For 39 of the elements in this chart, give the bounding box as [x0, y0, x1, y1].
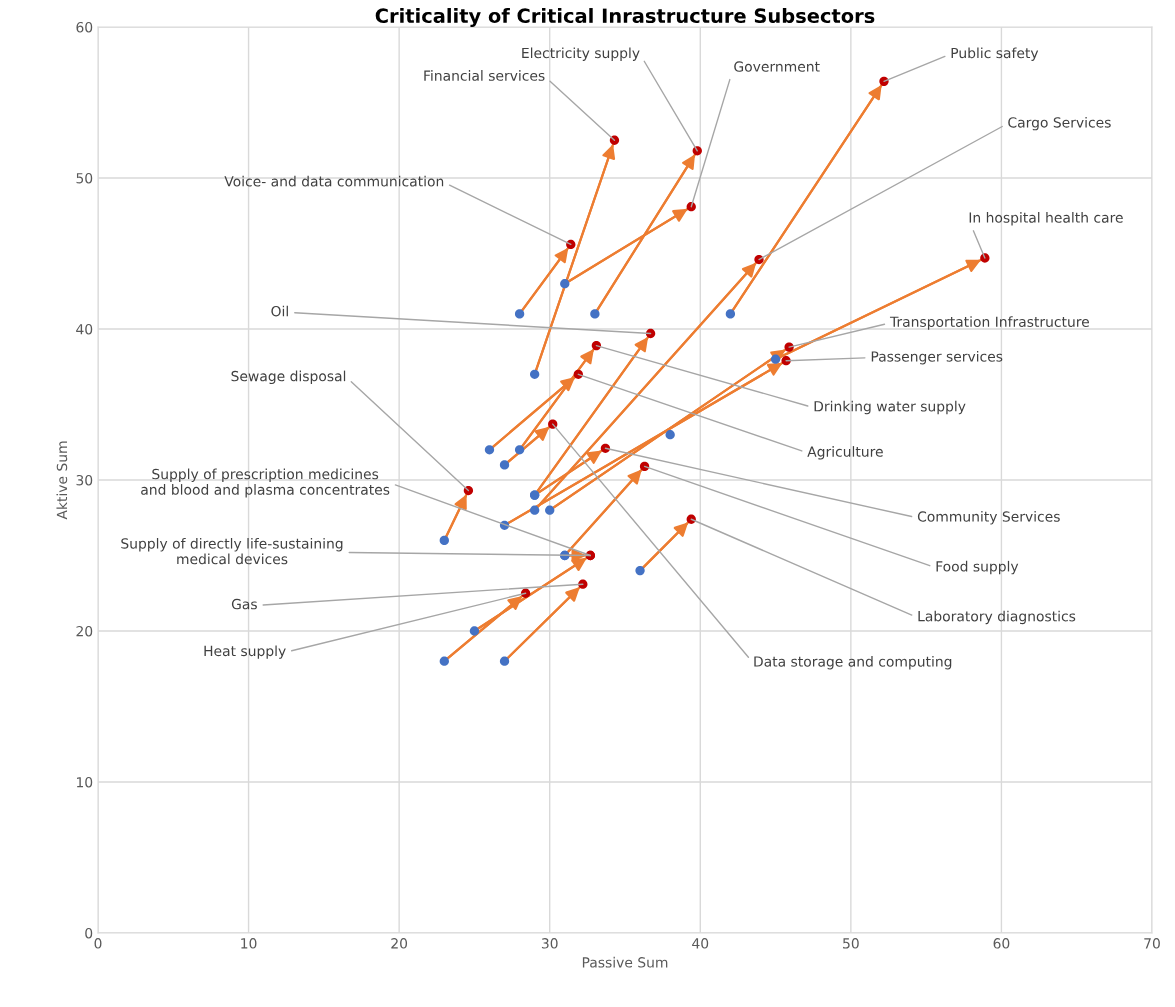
- text: Oil: [271, 305, 288, 317]
- y-axis-title: Aktive Sum: [56, 441, 68, 520]
- x-axis-title: Passive Sum: [582, 956, 668, 968]
- text: Public safety: [951, 47, 1039, 61]
- text: Heat supply: [204, 645, 286, 659]
- text: Transportation Infrastructure: [889, 316, 1089, 330]
- y-tick-label: 10: [76, 776, 93, 788]
- text: Sewage disposal: [231, 370, 346, 385]
- y-tick-label: 0: [85, 927, 93, 939]
- text: Drinking water supply: [814, 400, 966, 415]
- text: In hospital health care: [969, 212, 1123, 226]
- x-tick-label: 70: [1144, 938, 1160, 949]
- text: Government: [734, 61, 820, 72]
- y-tick-label: 50: [76, 172, 93, 184]
- x-tick-label: 50: [843, 938, 859, 949]
- text: Laboratory diagnostics: [918, 610, 1076, 625]
- text: Supply of prescription medicines and blood and plasma concentrates: [141, 468, 390, 498]
- x-tick-label: 0: [94, 938, 102, 949]
- y-tick-label: 30: [76, 474, 93, 486]
- text: Financial services: [424, 70, 545, 81]
- x-tick-label: 40: [692, 938, 709, 949]
- text: Electricity supply: [522, 47, 640, 61]
- text: Gas: [231, 598, 257, 610]
- x-tick-label: 60: [993, 938, 1010, 949]
- x-tick-label: 20: [391, 938, 408, 949]
- y-tick-label: 20: [76, 625, 93, 637]
- text: Agriculture: [807, 446, 883, 460]
- y-tick-label: 60: [76, 21, 93, 33]
- x-tick-label: 10: [241, 938, 257, 949]
- text: Voice- and data communication: [224, 175, 444, 187]
- text: Passenger services: [871, 350, 1003, 365]
- text: Cargo Services: [1008, 116, 1111, 131]
- text: Food supply: [936, 560, 1019, 575]
- chart-title: Criticality of Critical Inrastructure Subsectors: [375, 8, 875, 27]
- text: Data storage and computing: [754, 655, 952, 670]
- text: Community Services: [917, 511, 1060, 525]
- text: Supply of directly life-sustaining medical devices: [121, 537, 343, 565]
- x-tick-label: 30: [541, 938, 558, 949]
- y-tick-label: 40: [76, 323, 93, 335]
